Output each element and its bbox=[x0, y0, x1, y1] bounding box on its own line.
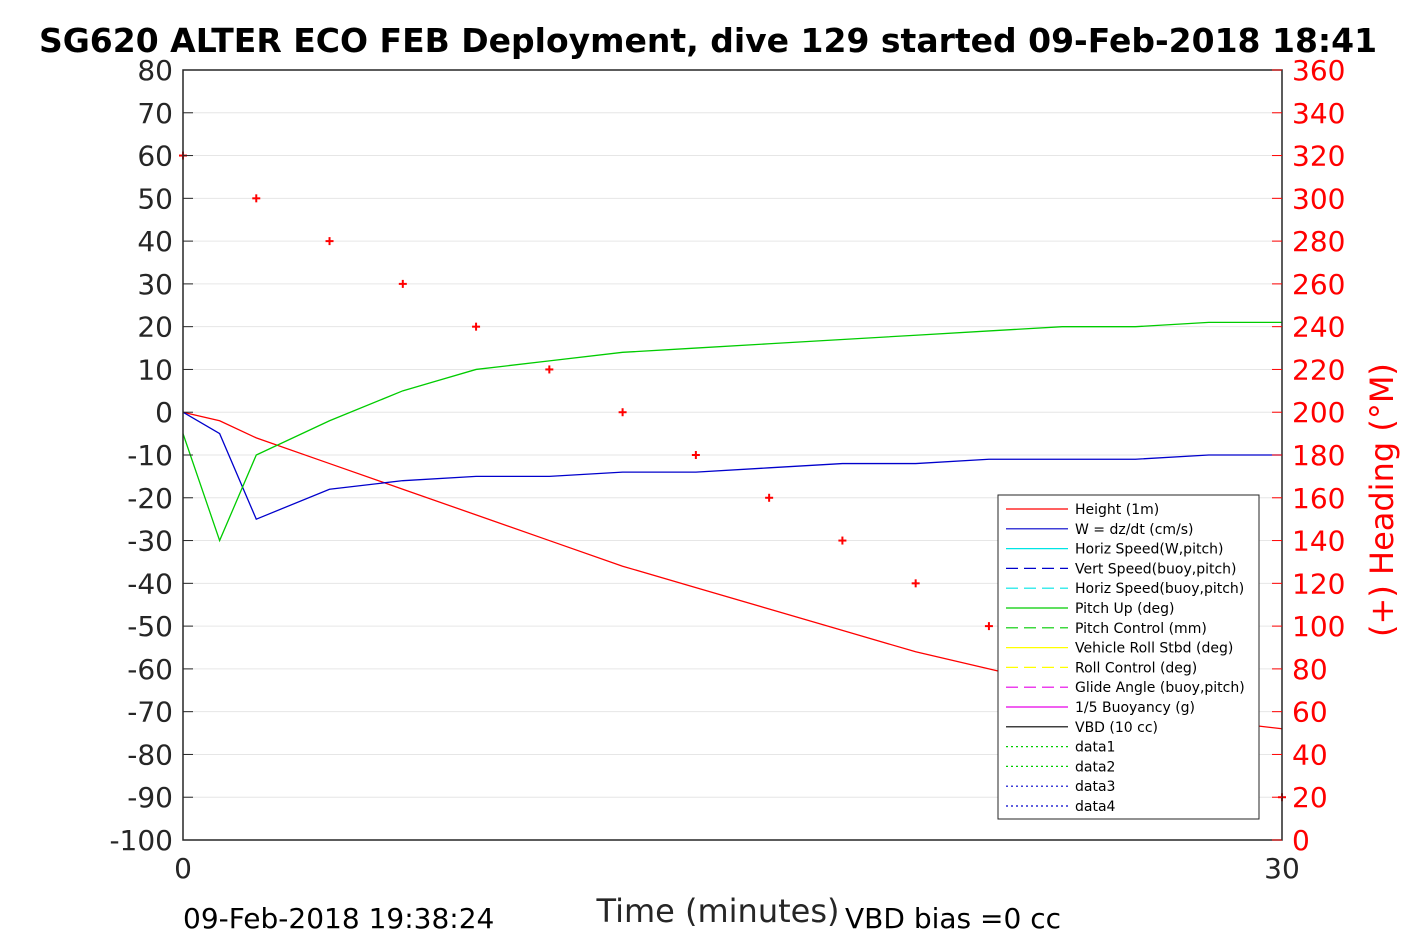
x-axis-label: Time (minutes) bbox=[596, 892, 840, 930]
y-tick-label-left: 70 bbox=[137, 97, 173, 130]
legend-entry: VBD (10 cc) bbox=[1075, 720, 1158, 736]
y-tick-label-left: -60 bbox=[127, 653, 173, 686]
legend-entry: Pitch Up (deg) bbox=[1075, 601, 1174, 617]
y-tick-label-left: 30 bbox=[137, 268, 173, 301]
legend-entry: Glide Angle (buoy,pitch) bbox=[1075, 680, 1245, 696]
series-line bbox=[182, 321, 1282, 543]
y-tick-label-right: 180 bbox=[1292, 439, 1345, 472]
series-line bbox=[182, 411, 1282, 521]
legend-entry: W = dz/dt (cm/s) bbox=[1075, 522, 1194, 538]
y-tick-label-left: 20 bbox=[137, 311, 173, 344]
heading-marker bbox=[398, 279, 407, 288]
y-tick-label-left: 80 bbox=[137, 54, 173, 87]
legend-entry: Roll Control (deg) bbox=[1075, 660, 1197, 676]
legend-entry: data4 bbox=[1075, 799, 1116, 815]
y-tick-label-left: 50 bbox=[137, 182, 173, 215]
y-ticks-right: 3603403203002802602402202001801601401201… bbox=[1272, 54, 1345, 857]
y-tick-label-right: 160 bbox=[1292, 482, 1345, 515]
legend-entry: Horiz Speed(buoy,pitch) bbox=[1075, 581, 1244, 597]
heading-marker bbox=[472, 322, 481, 331]
legend-entry: Height (1m) bbox=[1075, 502, 1159, 518]
y-tick-label-left: -30 bbox=[127, 525, 173, 558]
x-tick-label: 0 bbox=[174, 852, 192, 885]
legend-entry: data3 bbox=[1075, 779, 1115, 795]
y-tick-label-left: -80 bbox=[127, 738, 173, 771]
y-tick-label-right: 320 bbox=[1292, 140, 1345, 173]
y-tick-label-left: -40 bbox=[127, 567, 173, 600]
y-tick-label-left: -20 bbox=[127, 482, 173, 515]
y-tick-label-right: 360 bbox=[1292, 54, 1345, 87]
y-ticks-left: 80 70 60 50 40 30 20 10 0 -10 -20 -30 -40 -50 -60 -70 -8… bbox=[109, 54, 193, 857]
chart-title: SG620 ALTER ECO FEB Deployment, dive 129… bbox=[39, 21, 1377, 60]
y-tick-label-right: 240 bbox=[1292, 311, 1345, 344]
legend: Height (1m) W = dz/dt (cm/s) Horiz Speed(W… bbox=[997, 494, 1260, 820]
y-tick-label-left: -50 bbox=[127, 610, 173, 643]
heading-marker bbox=[765, 493, 774, 502]
y-tick-label-right: 280 bbox=[1292, 225, 1345, 258]
legend-entry: data2 bbox=[1075, 759, 1115, 775]
heading-marker bbox=[545, 365, 554, 374]
legend-entry: Vehicle Roll Stbd (deg) bbox=[1075, 641, 1233, 657]
y-tick-label-right: 60 bbox=[1292, 696, 1328, 729]
y-tick-label-right: 260 bbox=[1292, 268, 1345, 301]
heading-marker bbox=[618, 408, 627, 417]
legend-entry: Vert Speed(buoy,pitch) bbox=[1075, 561, 1237, 577]
y-tick-label-right: 140 bbox=[1292, 525, 1345, 558]
y-tick-label-left: -100 bbox=[109, 824, 173, 857]
heading-marker bbox=[911, 579, 920, 588]
y-tick-label-left: 40 bbox=[137, 225, 173, 258]
heading-marker bbox=[838, 536, 847, 545]
y-tick-label-left: -70 bbox=[127, 696, 173, 729]
legend-box bbox=[997, 494, 1260, 820]
legend-entry: 1/5 Buoyancy (g) bbox=[1075, 700, 1195, 716]
y-tick-label-right: 80 bbox=[1292, 653, 1328, 686]
heading-marker bbox=[984, 622, 993, 631]
y-tick-label-left: -90 bbox=[127, 781, 173, 814]
y-tick-label-right: 200 bbox=[1292, 396, 1345, 429]
y-tick-label-right: 120 bbox=[1292, 567, 1345, 600]
y-tick-label-left: 0 bbox=[155, 396, 173, 429]
y-tick-label-right: 20 bbox=[1292, 781, 1328, 814]
y-axis-right-label: (+) Heading (°M) bbox=[1363, 363, 1401, 637]
y-tick-label-right: 220 bbox=[1292, 353, 1345, 386]
legend-entry: data1 bbox=[1075, 740, 1115, 756]
y-tick-label-right: 40 bbox=[1292, 738, 1328, 771]
x-tick-label: 30 bbox=[1264, 852, 1300, 885]
x-ticks: 0 30 bbox=[174, 830, 1300, 885]
y-tick-label-left: 10 bbox=[137, 353, 173, 386]
heading-marker bbox=[325, 237, 334, 246]
legend-entry: Horiz Speed(W,pitch) bbox=[1075, 542, 1223, 558]
footer-vbd-bias: VBD bias =0 cc bbox=[845, 902, 1061, 935]
y-tick-label-left: -10 bbox=[127, 439, 173, 472]
y-tick-label-right: 0 bbox=[1292, 824, 1310, 857]
heading-marker bbox=[691, 451, 700, 459]
legend-entry: Pitch Control (mm) bbox=[1075, 621, 1207, 637]
y-tick-label-left: 60 bbox=[137, 140, 173, 173]
y-tick-label-right: 100 bbox=[1292, 610, 1345, 643]
heading-marker bbox=[252, 194, 261, 203]
footer-end-time: 09-Feb-2018 19:38:24 bbox=[183, 902, 494, 935]
y-tick-label-right: 340 bbox=[1292, 97, 1345, 130]
y-tick-label-right: 300 bbox=[1292, 182, 1345, 215]
